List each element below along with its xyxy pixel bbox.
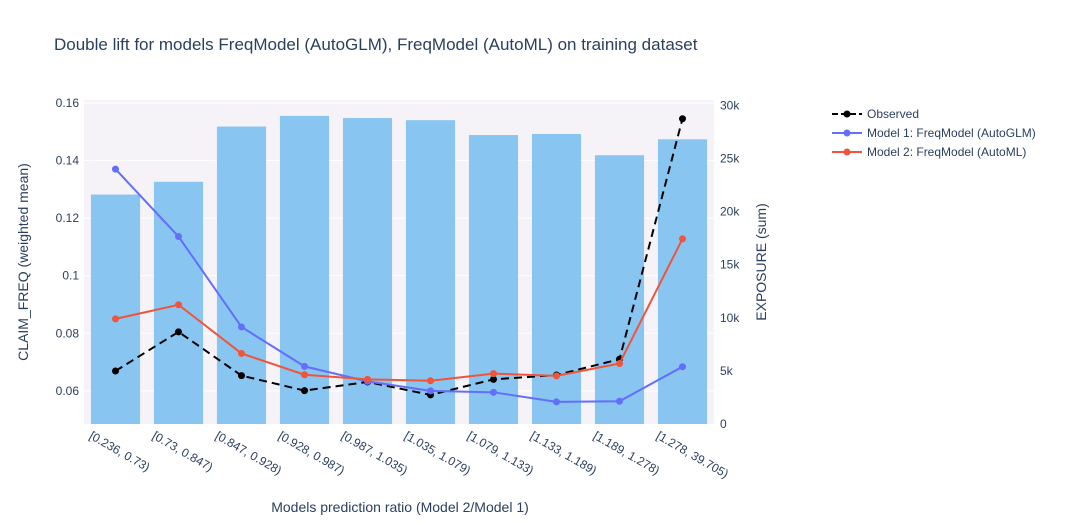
left-tick-label: 0.16: [56, 96, 80, 110]
series-line: [115, 238, 684, 382]
series-point: [301, 362, 308, 370]
right-tick-label: 5k: [720, 364, 734, 378]
legend-swatch-marker: [843, 148, 851, 156]
series-point: [679, 235, 686, 243]
series-point: [112, 165, 119, 173]
legend-entry: Observed: [867, 107, 919, 121]
right-tick-label: 10k: [720, 311, 740, 325]
exposure-bar: [594, 155, 645, 424]
left-axis-ticks: 0.06 0.08 0.1 0.12 0.14 0.16: [56, 96, 80, 398]
series-point: [490, 388, 497, 396]
right-tick-label: 15k: [720, 258, 740, 272]
frequency-lines: [112, 115, 686, 406]
legend-entry: Model 1: FreqModel (AutoGLM): [867, 126, 1036, 140]
series-point: [427, 387, 434, 395]
series-point: [175, 301, 182, 309]
series-point: [238, 372, 245, 380]
exposure-bar: [90, 194, 141, 424]
legend: Observed Model 1: FreqModel (AutoGLM) Mode…: [832, 107, 1036, 159]
right-tick-label: 25k: [720, 151, 740, 165]
series-point: [175, 328, 182, 336]
series-point: [427, 377, 434, 385]
left-tick-label: 0.12: [56, 211, 80, 225]
right-tick-label: 30k: [720, 98, 740, 112]
chart-title: Double lift for models FreqModel (AutoGL…: [54, 35, 698, 54]
left-tick-label: 0.14: [56, 153, 80, 167]
series-point: [616, 360, 623, 368]
left-tick-label: 0.06: [56, 384, 80, 398]
series-point: [364, 375, 371, 383]
series-point: [301, 371, 308, 379]
left-axis-title: CLAIM_FREQ (weighted mean): [15, 163, 31, 361]
right-tick-label: 20k: [720, 205, 740, 219]
exposure-bar: [342, 118, 393, 424]
right-tick-label: 0: [720, 417, 727, 431]
series-point: [553, 372, 560, 380]
right-axis-ticks: 0 5k 10k 15k 20k 25k 30k: [720, 98, 740, 431]
series-point: [301, 387, 308, 395]
right-axis-title: EXPOSURE (sum): [753, 203, 769, 320]
series-point: [679, 115, 686, 123]
x-axis-title: Models prediction ratio (Model 2/Model 1…: [271, 499, 529, 515]
left-tick-label: 0.08: [56, 326, 80, 340]
series-point: [616, 397, 623, 405]
series-point: [490, 375, 497, 383]
series-point: [238, 323, 245, 331]
legend-entry: Model 2: FreqModel (AutoML): [867, 145, 1026, 159]
exposure-bar: [216, 126, 267, 425]
left-tick-label: 0.1: [62, 269, 79, 283]
series-point: [112, 367, 119, 375]
series-point: [679, 363, 686, 371]
legend-swatch-marker: [843, 129, 851, 137]
exposure-bar: [531, 133, 582, 424]
legend-swatch-marker: [843, 110, 851, 118]
series-point: [112, 315, 119, 323]
series-point: [553, 398, 560, 406]
series-point: [238, 349, 245, 357]
exposure-bar: [405, 120, 456, 425]
series-line: [114, 168, 683, 403]
series-point: [490, 370, 497, 378]
series-point: [175, 233, 182, 241]
